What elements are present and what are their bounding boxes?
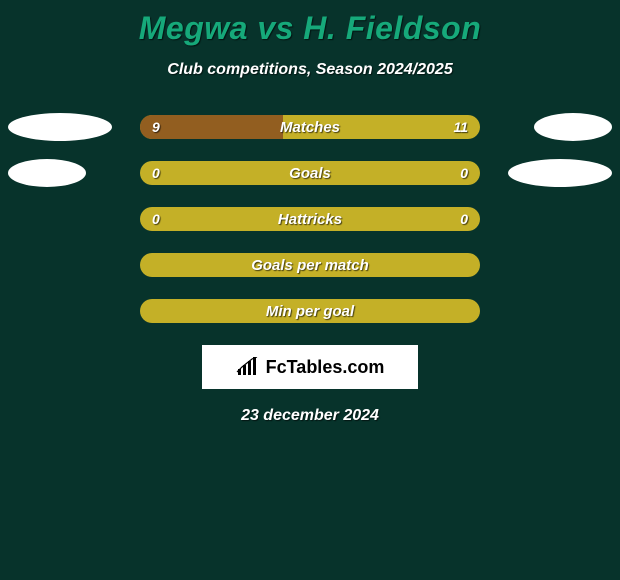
stat-rows: 9 Matches 11 0 Goals 0 0 Hattricks (0, 115, 620, 323)
stat-bar: 9 Matches 11 (140, 115, 480, 139)
stat-row: 0 Hattricks 0 (0, 207, 620, 231)
page-title: Megwa vs H. Fieldson (0, 0, 620, 47)
stat-bar: 0 Goals 0 (140, 161, 480, 185)
footer-date: 23 december 2024 (0, 407, 620, 425)
stat-bar: 0 Hattricks 0 (140, 207, 480, 231)
stat-label: Hattricks (140, 207, 480, 231)
stat-left-value: 0 (152, 161, 160, 185)
brand-text: FcTables.com (266, 357, 385, 378)
stat-row: 9 Matches 11 (0, 115, 620, 139)
stat-right-value: 0 (460, 161, 468, 185)
stat-bar: Goals per match (140, 253, 480, 277)
stat-right-value: 0 (460, 207, 468, 231)
comparison-infographic: Megwa vs H. Fieldson Club competitions, … (0, 0, 620, 580)
stat-label: Goals per match (140, 253, 480, 277)
player-right-marker (508, 159, 612, 187)
stat-right-value: 11 (453, 115, 468, 139)
stat-label: Min per goal (140, 299, 480, 323)
page-subtitle: Club competitions, Season 2024/2025 (0, 61, 620, 79)
stat-label: Goals (140, 161, 480, 185)
stat-left-value: 0 (152, 207, 160, 231)
stat-row: Goals per match (0, 253, 620, 277)
stat-row: Min per goal (0, 299, 620, 323)
brand-badge: FcTables.com (202, 345, 418, 389)
player-left-marker (8, 113, 112, 141)
bars-chart-icon (236, 357, 260, 377)
player-left-marker (8, 159, 86, 187)
stat-row: 0 Goals 0 (0, 161, 620, 185)
stat-bar-fill-left (140, 115, 283, 139)
player-right-marker (534, 113, 612, 141)
stat-bar: Min per goal (140, 299, 480, 323)
